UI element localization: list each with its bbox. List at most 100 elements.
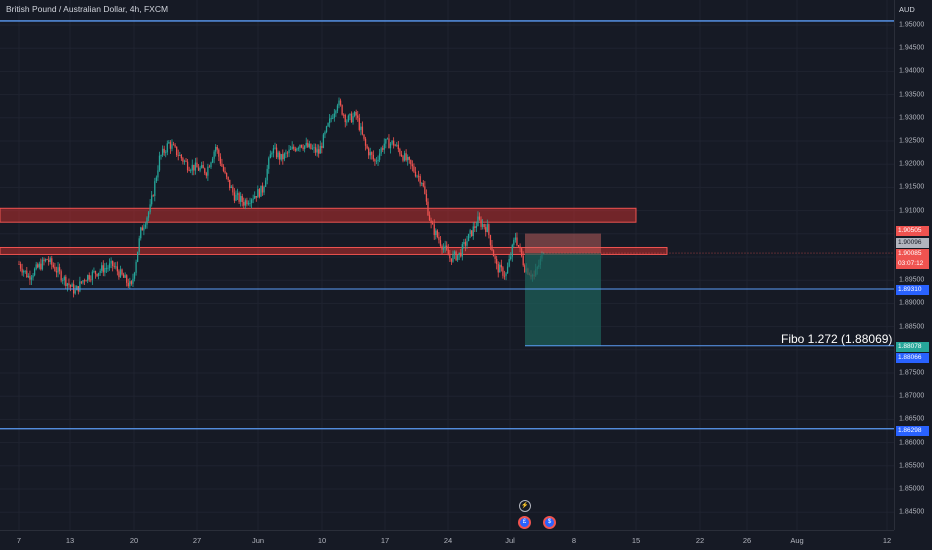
candle-body xyxy=(314,147,317,153)
candle-body xyxy=(450,258,453,262)
candle-body xyxy=(246,200,248,205)
candle-body xyxy=(280,154,282,160)
candle-body xyxy=(369,152,371,156)
candle-body xyxy=(37,264,39,268)
candle-body xyxy=(396,144,398,146)
price-tick-label: 1.86000 xyxy=(899,439,925,447)
candle-body xyxy=(307,142,309,148)
candle-body xyxy=(389,143,392,149)
candle-body xyxy=(236,193,239,195)
candle-body xyxy=(475,226,478,228)
candle-body xyxy=(252,198,254,200)
resistance-zone[interactable] xyxy=(0,246,668,255)
candle-body xyxy=(481,224,484,227)
time-tick-label: 8 xyxy=(571,536,577,545)
time-scale[interactable]: 7 13 20 27 Jun 10 17 24 Jul 8 15 22 26 Aug 12 xyxy=(0,530,894,550)
chart-area[interactable]: British Pound / Australian Dollar, 4h, F… xyxy=(0,0,894,530)
candle-body xyxy=(76,286,78,291)
candle-body xyxy=(444,245,446,248)
stop-loss-zone[interactable] xyxy=(525,233,601,254)
candle-body xyxy=(172,144,175,146)
candle-body xyxy=(171,144,173,149)
candle-body xyxy=(439,240,442,246)
candle-body xyxy=(135,261,137,273)
candle-body xyxy=(258,189,261,197)
candle-body xyxy=(427,201,429,216)
gbp-event-icon[interactable]: £ xyxy=(518,516,531,529)
candle-body xyxy=(101,265,103,271)
candle-body xyxy=(254,195,256,199)
price-tick-label: 1.85500 xyxy=(899,462,925,470)
candle-body xyxy=(333,113,335,118)
candle-body xyxy=(419,176,421,184)
lightning-event-icon[interactable]: ⚡ xyxy=(519,500,531,512)
candle-body xyxy=(55,271,58,273)
candle-body xyxy=(266,168,268,181)
candle-body xyxy=(243,202,245,206)
candle-body xyxy=(456,255,459,261)
candle-body xyxy=(110,260,112,264)
candle-body xyxy=(336,105,339,111)
price-tick-label: 1.94500 xyxy=(899,44,925,52)
candle-body xyxy=(346,121,348,123)
candle-body xyxy=(491,245,493,251)
candle-body xyxy=(464,241,467,246)
candle-body xyxy=(229,179,231,188)
candle-body xyxy=(282,154,284,160)
candle-body xyxy=(121,269,123,275)
candle-body xyxy=(27,275,30,278)
time-tick-label: 26 xyxy=(742,536,752,545)
candle-body xyxy=(353,111,356,117)
candle-body xyxy=(146,217,148,225)
candle-body xyxy=(360,126,362,130)
candle-body xyxy=(71,284,73,287)
candle-body xyxy=(51,258,53,265)
candle-body xyxy=(130,281,133,284)
candle-body xyxy=(310,143,312,149)
candle-body xyxy=(458,252,460,256)
candle-body xyxy=(330,118,332,120)
candle-body xyxy=(382,148,384,150)
grid xyxy=(0,0,894,530)
candle-body xyxy=(520,248,523,256)
aud-event-icon[interactable]: $ xyxy=(543,516,556,529)
candle-body xyxy=(62,280,64,282)
candle-body xyxy=(108,263,111,268)
time-tick-label: 15 xyxy=(631,536,641,545)
candle-body xyxy=(233,192,236,201)
candle-body xyxy=(460,252,462,257)
candle-body xyxy=(208,166,211,168)
candle-body xyxy=(222,166,225,171)
candle-body xyxy=(505,273,507,276)
take-profit-zone[interactable] xyxy=(525,253,601,347)
candle-body xyxy=(489,235,492,246)
candle-body xyxy=(176,146,178,156)
candle-body xyxy=(279,152,281,160)
candle-body xyxy=(215,146,217,152)
candle-body xyxy=(180,154,182,159)
candle-body xyxy=(392,140,395,146)
candle-body xyxy=(138,238,140,252)
candle-body xyxy=(400,154,403,157)
candle-body xyxy=(358,117,360,130)
candle-body xyxy=(190,170,192,172)
price-chart[interactable] xyxy=(0,0,894,530)
candle-body xyxy=(211,158,214,163)
candle-body xyxy=(363,134,365,139)
candles xyxy=(18,97,545,298)
candle-body xyxy=(69,285,72,287)
candle-body xyxy=(341,105,343,115)
candle-body xyxy=(371,152,373,155)
resistance-zone[interactable] xyxy=(0,207,637,223)
candle-body xyxy=(191,164,193,171)
price-tick-label: 1.85000 xyxy=(899,485,925,493)
candle-body xyxy=(163,148,165,153)
candle-body xyxy=(277,152,279,158)
candle-body xyxy=(441,245,443,250)
candle-body xyxy=(38,263,40,268)
price-tick-label: 1.91500 xyxy=(899,183,925,191)
candle-body xyxy=(199,167,201,171)
candle-body xyxy=(478,216,481,220)
candle-body xyxy=(40,263,42,270)
price-tick-label: 1.87500 xyxy=(899,369,925,377)
